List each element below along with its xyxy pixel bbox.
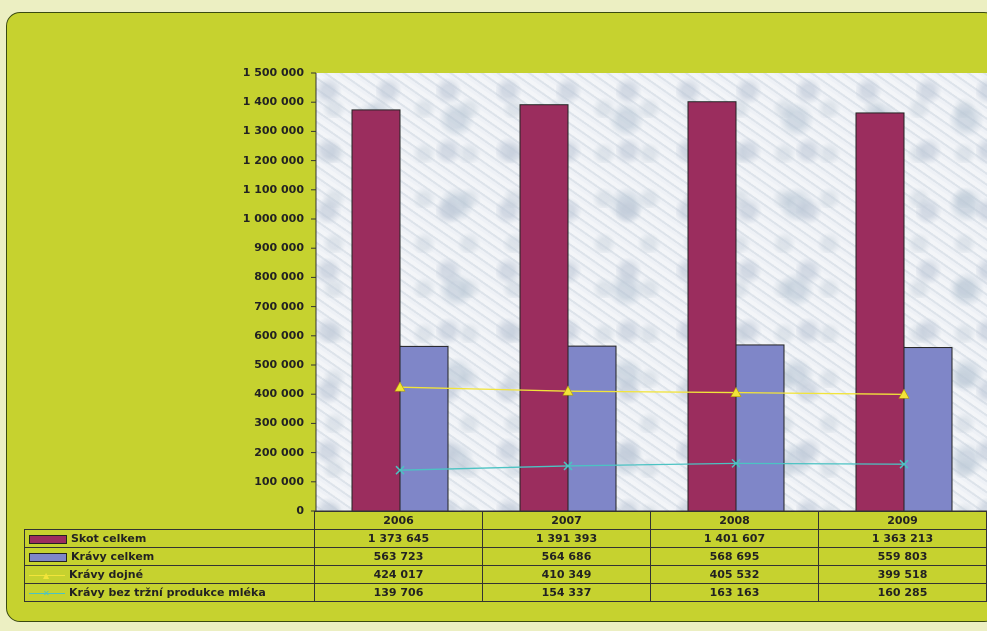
line-point xyxy=(731,458,741,468)
table-cell: 1 373 645 xyxy=(314,529,483,548)
table-row: ▲ Krávy dojné 424 017 410 349 405 532 399… xyxy=(24,565,987,584)
table-cell: 1 401 607 xyxy=(650,529,819,548)
y-tick-label: 0 xyxy=(296,504,304,517)
bar xyxy=(903,347,953,512)
table-cell: 559 803 xyxy=(818,547,987,566)
table-cell: 563 723 xyxy=(314,547,483,566)
line-point xyxy=(899,459,909,469)
y-tick-label: 1 100 000 xyxy=(242,182,304,196)
y-tick-label: 800 000 xyxy=(254,270,304,284)
table-cell: 160 285 xyxy=(818,583,987,602)
table-row: Krávy celkem 563 723 564 686 568 695 559… xyxy=(24,547,987,566)
bar xyxy=(735,344,785,512)
y-tick-label: 1 400 000 xyxy=(242,95,304,109)
y-tick-label: 900 000 xyxy=(254,241,304,255)
table-cell: 1 363 213 xyxy=(818,529,987,548)
table-cell: 399 518 xyxy=(818,565,987,584)
line-point xyxy=(394,381,406,392)
bar xyxy=(351,109,401,512)
legend-cell: Krávy celkem xyxy=(24,547,315,566)
x-marker-icon: ✕ xyxy=(29,589,65,598)
table-header-row: 2006 2007 2008 2009 xyxy=(24,511,987,530)
table-corner xyxy=(24,511,315,530)
series-line xyxy=(399,462,905,471)
table-cell: 405 532 xyxy=(650,565,819,584)
table-cell: 410 349 xyxy=(482,565,651,584)
year-header: 2008 xyxy=(650,511,819,530)
table-row: ✕ Krávy bez tržní produkce mléka 139 706 … xyxy=(24,583,987,602)
series-line xyxy=(399,386,905,395)
table-cell: 154 337 xyxy=(482,583,651,602)
table-row: Skot celkem 1 373 645 1 391 393 1 401 60… xyxy=(24,529,987,548)
y-tick-label: 500 000 xyxy=(254,358,304,371)
year-header: 2009 xyxy=(818,511,987,530)
y-tick-label: 100 000 xyxy=(254,474,304,488)
series-label: Krávy bez tržní produkce mléka xyxy=(69,586,266,599)
y-tick-label: 300 000 xyxy=(254,416,304,430)
line-point xyxy=(898,388,910,399)
legend-cell: Skot celkem xyxy=(24,529,315,548)
bar-swatch-icon xyxy=(29,534,67,544)
year-header: 2006 xyxy=(314,511,483,530)
line-point xyxy=(562,385,574,396)
line-point xyxy=(395,465,405,475)
year-header: 2007 xyxy=(482,511,651,530)
bar xyxy=(399,345,449,512)
bar xyxy=(519,104,569,512)
legend-cell: ▲ Krávy dojné xyxy=(24,565,315,584)
bar xyxy=(855,112,905,512)
y-tick-label: 1 300 000 xyxy=(242,124,304,138)
table-cell: 424 017 xyxy=(314,565,483,584)
y-tick-label: 400 000 xyxy=(254,387,304,401)
table-cell: 1 391 393 xyxy=(482,529,651,548)
y-tick-label: 1 500 000 xyxy=(242,66,304,79)
table-cell: 139 706 xyxy=(314,583,483,602)
bar-swatch-icon xyxy=(29,552,67,562)
y-tick-label: 600 000 xyxy=(254,328,304,342)
y-tick-label: 200 000 xyxy=(254,445,304,459)
series-label: Krávy celkem xyxy=(71,550,155,563)
bar xyxy=(687,101,737,512)
series-label: Krávy dojné xyxy=(69,568,144,581)
line-point xyxy=(730,386,742,397)
line-point xyxy=(563,461,573,471)
bar xyxy=(567,345,617,512)
y-tick-label: 1 200 000 xyxy=(242,153,304,167)
table-cell: 163 163 xyxy=(650,583,819,602)
series-label: Skot celkem xyxy=(71,532,147,545)
table-cell: 564 686 xyxy=(482,547,651,566)
triangle-marker-icon: ▲ xyxy=(29,571,65,580)
table-cell: 568 695 xyxy=(650,547,819,566)
y-tick-label: 700 000 xyxy=(254,299,304,313)
data-table: 2006 2007 2008 2009 Skot celkem 1 373 64… xyxy=(24,511,987,602)
y-tick-label: 1 000 000 xyxy=(242,212,304,225)
legend-cell: ✕ Krávy bez tržní produkce mléka xyxy=(24,583,315,602)
